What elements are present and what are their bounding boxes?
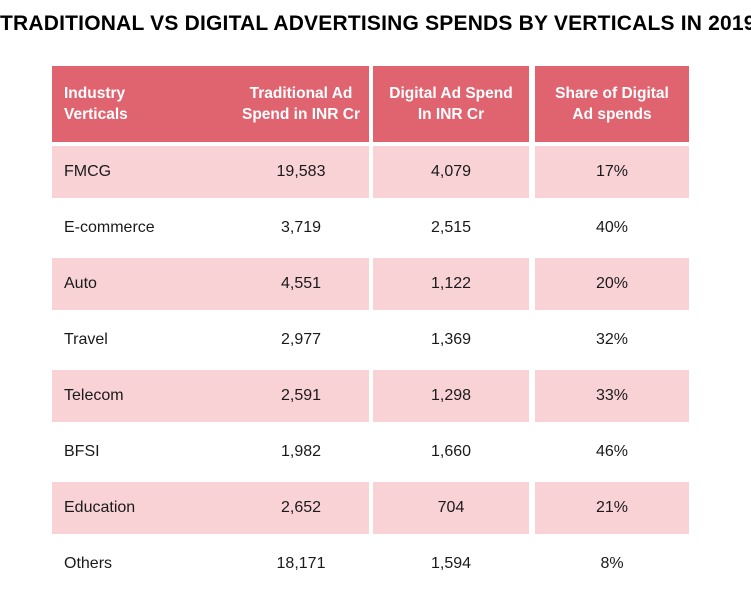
cell-share: 46%: [535, 424, 689, 480]
cell-traditional: 18,171: [233, 536, 369, 592]
cell-traditional: 2,977: [233, 312, 369, 368]
cell-digital: 1,298: [373, 370, 529, 422]
cell-share: 40%: [535, 200, 689, 256]
cell-digital: 1,594: [373, 536, 529, 592]
cell-traditional: 1,982: [233, 424, 369, 480]
cell-share: 8%: [535, 536, 689, 592]
cell-digital: 4,079: [373, 146, 529, 198]
cell-digital: 1,369: [373, 312, 529, 368]
cell-vertical: Education: [52, 482, 233, 534]
cell-vertical: Others: [52, 536, 233, 592]
cell-share: 21%: [535, 482, 689, 534]
header-digital: Digital Ad Spend In INR Cr: [373, 66, 529, 142]
cell-digital: 2,515: [373, 200, 529, 256]
header-vertical: Industry Verticals: [52, 66, 233, 142]
header-traditional: Traditional Ad Spend in INR Cr: [233, 66, 369, 142]
cell-share: 17%: [535, 146, 689, 198]
cell-share: 33%: [535, 370, 689, 422]
cell-digital: 704: [373, 482, 529, 534]
cell-share: 20%: [535, 258, 689, 310]
cell-vertical: E-commerce: [52, 200, 233, 256]
cell-traditional: 2,652: [233, 482, 369, 534]
cell-digital: 1,122: [373, 258, 529, 310]
cell-traditional: 2,591: [233, 370, 369, 422]
cell-digital: 1,660: [373, 424, 529, 480]
cell-vertical: Auto: [52, 258, 233, 310]
cell-vertical: BFSI: [52, 424, 233, 480]
cell-traditional: 4,551: [233, 258, 369, 310]
cell-vertical: Telecom: [52, 370, 233, 422]
header-share: Share of Digital Ad spends: [535, 66, 689, 142]
cell-vertical: Travel: [52, 312, 233, 368]
cell-traditional: 3,719: [233, 200, 369, 256]
cell-traditional: 19,583: [233, 146, 369, 198]
cell-share: 32%: [535, 312, 689, 368]
chart-title: TRADITIONAL VS DIGITAL ADVERTISING SPEND…: [0, 12, 751, 35]
cell-vertical: FMCG: [52, 146, 233, 198]
